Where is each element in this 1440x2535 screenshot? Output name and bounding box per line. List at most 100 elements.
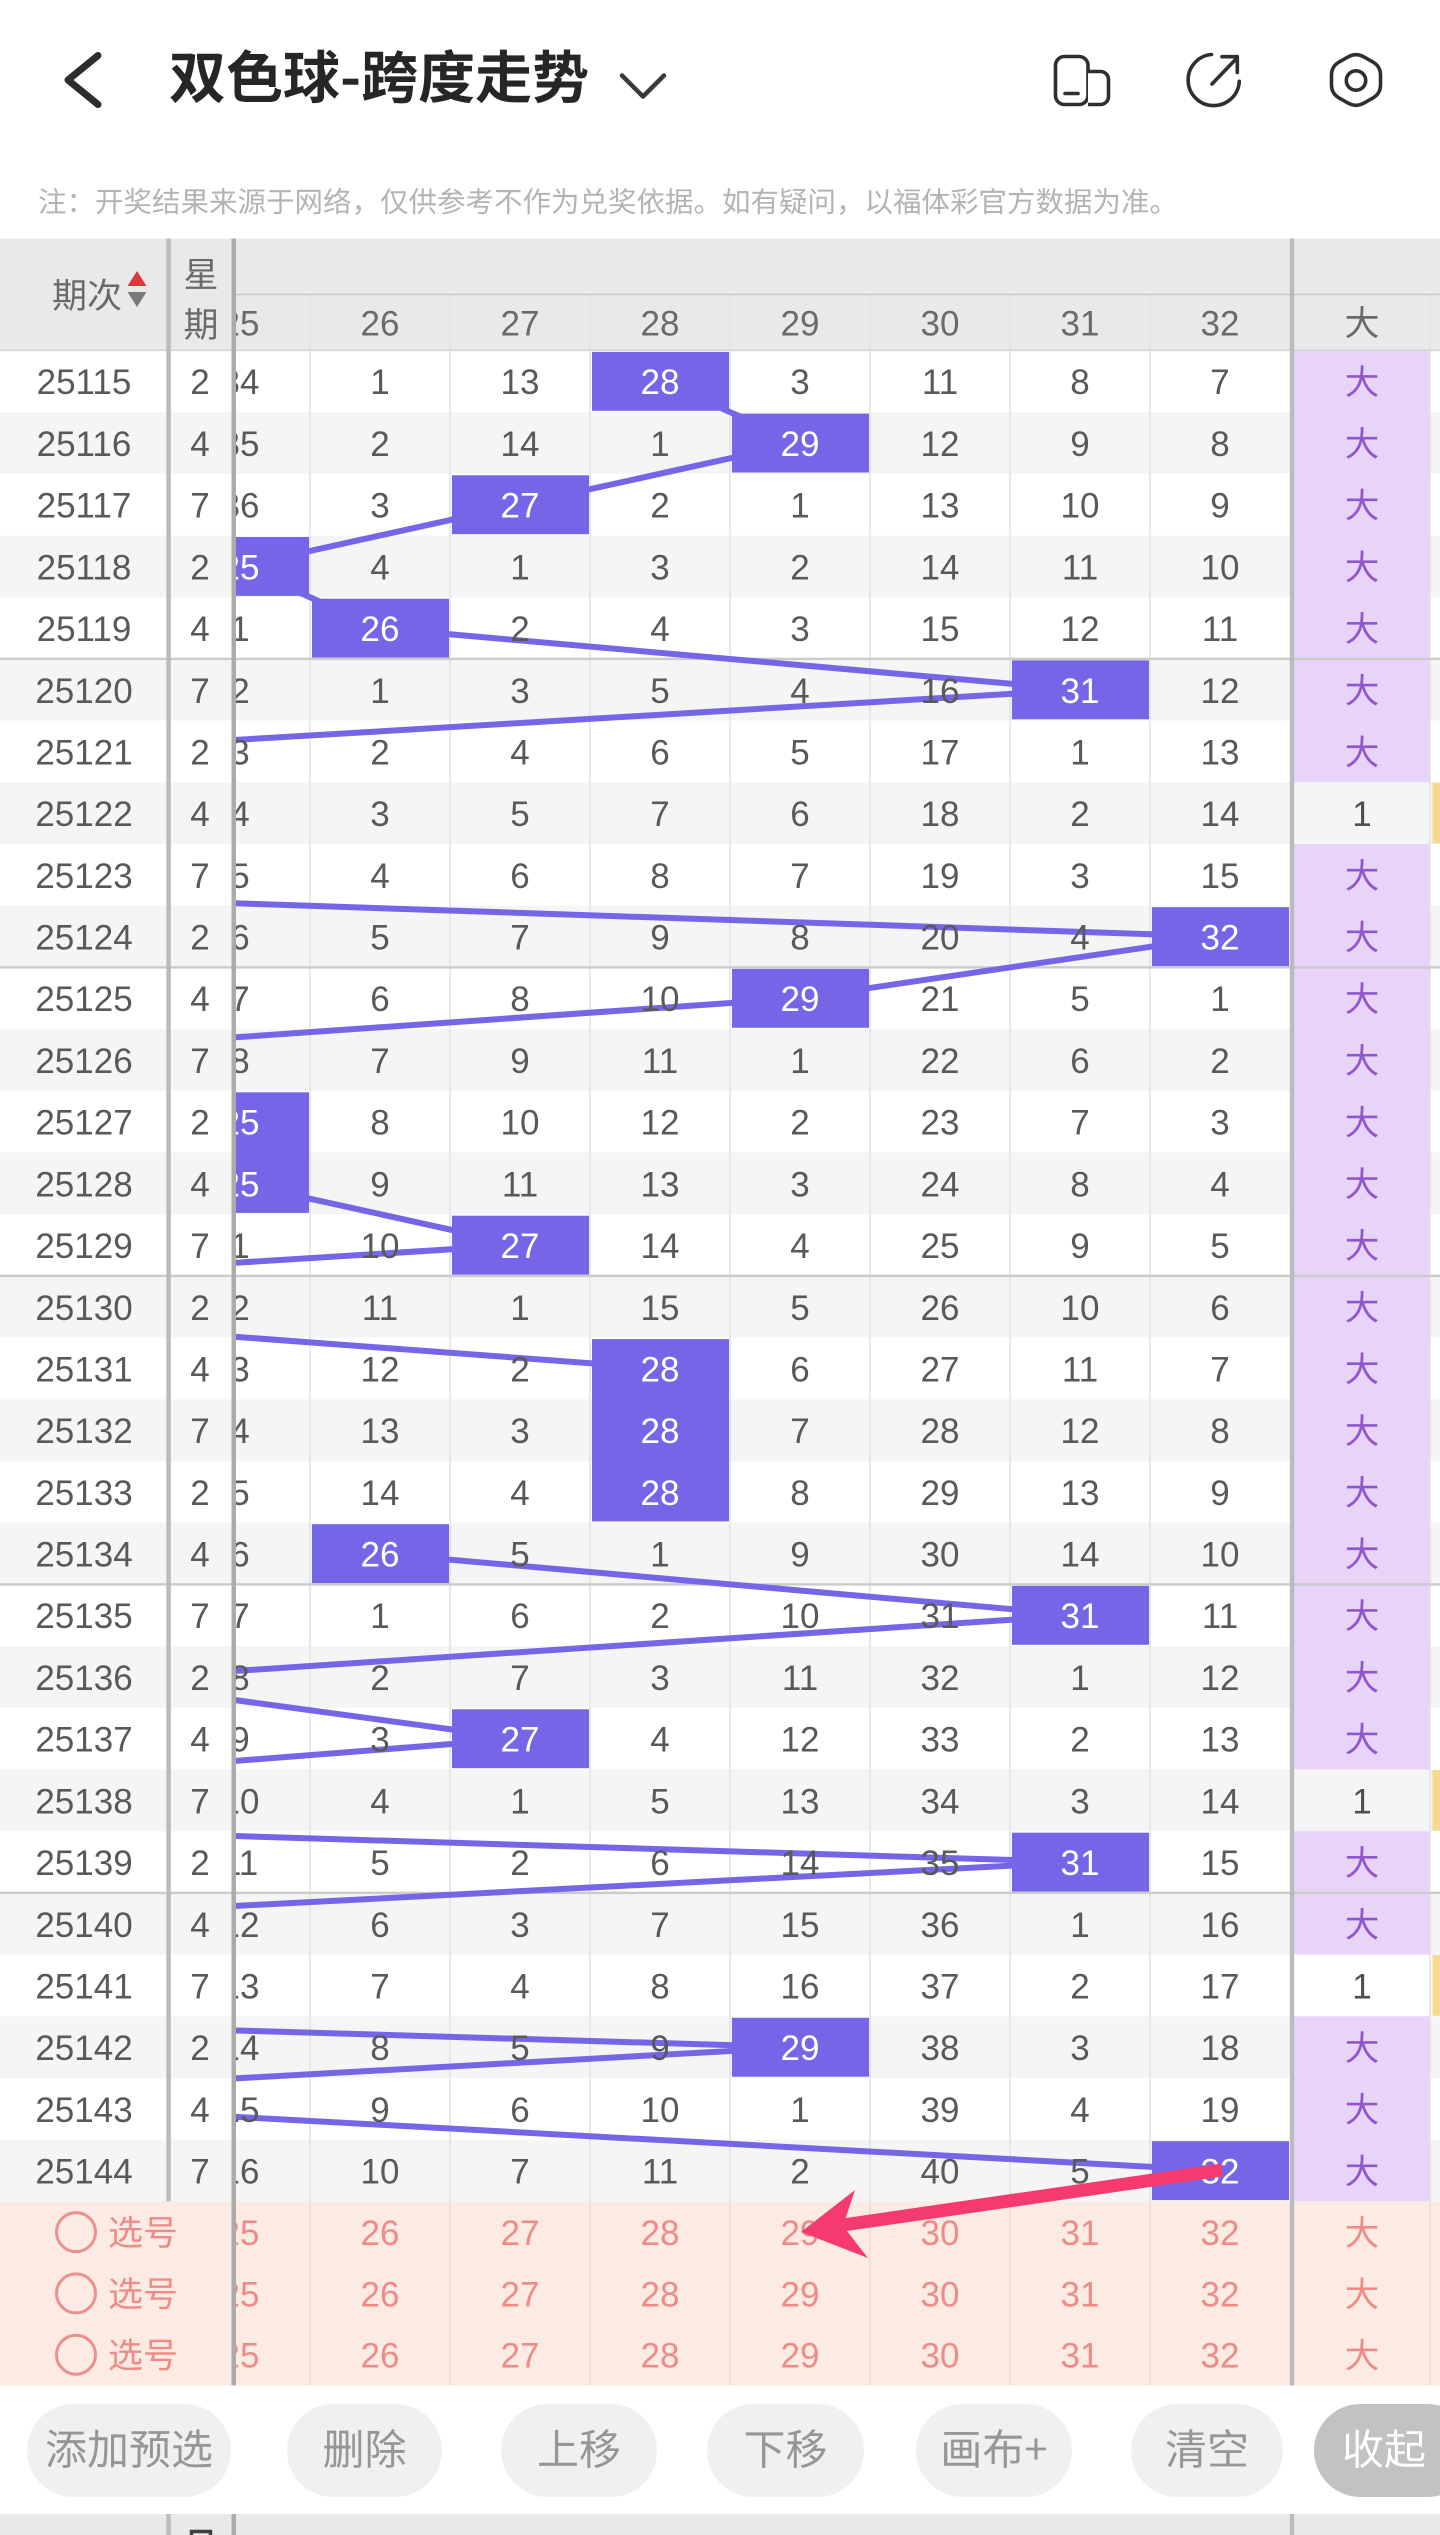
svg-text:25132: 25132 — [35, 1412, 132, 1451]
svg-text:25121: 25121 — [35, 734, 132, 773]
svg-text:7: 7 — [190, 1227, 209, 1266]
svg-text:8: 8 — [1070, 1165, 1089, 1204]
svg-text:11: 11 — [1062, 1350, 1098, 1389]
svg-text:10: 10 — [361, 2153, 400, 2192]
svg-text:11: 11 — [1062, 548, 1098, 587]
svg-text:14: 14 — [221, 2029, 260, 2068]
svg-text:10: 10 — [1061, 1289, 1100, 1328]
svg-text:27: 27 — [501, 2337, 540, 2376]
svg-text:14: 14 — [921, 548, 960, 587]
svg-text:7: 7 — [190, 672, 209, 711]
svg-text:19: 19 — [921, 857, 960, 896]
svg-text:25130: 25130 — [35, 1289, 132, 1328]
svg-text:11: 11 — [502, 1165, 538, 1204]
svg-text:2: 2 — [1070, 795, 1089, 834]
svg-text:15: 15 — [641, 1289, 680, 1328]
svg-text:15: 15 — [781, 1906, 820, 1945]
svg-text:18: 18 — [921, 795, 960, 834]
svg-text:13: 13 — [1201, 734, 1240, 773]
svg-text:4: 4 — [190, 795, 209, 834]
svg-text:30: 30 — [921, 2337, 960, 2376]
svg-text:25: 25 — [221, 2275, 260, 2314]
svg-text:4: 4 — [790, 672, 809, 711]
svg-text:27: 27 — [501, 1721, 540, 1760]
svg-text:20: 20 — [921, 919, 960, 958]
svg-text:25: 25 — [221, 2214, 260, 2253]
svg-text:32: 32 — [1201, 2275, 1240, 2314]
svg-text:3: 3 — [510, 1906, 529, 1945]
svg-text:5: 5 — [370, 1844, 389, 1883]
svg-text:3: 3 — [370, 487, 389, 526]
svg-text:22: 22 — [921, 1042, 960, 1081]
svg-text:25139: 25139 — [35, 1844, 132, 1883]
svg-text:5: 5 — [510, 2029, 529, 2068]
svg-text:12: 12 — [641, 1104, 680, 1143]
svg-text:35: 35 — [921, 1844, 960, 1883]
svg-text:1: 1 — [1210, 980, 1229, 1019]
svg-text:16: 16 — [921, 672, 960, 711]
svg-text:31: 31 — [1061, 1597, 1100, 1636]
svg-text:9: 9 — [370, 1165, 389, 1204]
svg-text:4: 4 — [1210, 1165, 1229, 1204]
svg-text:6: 6 — [790, 1350, 809, 1389]
svg-text:7: 7 — [510, 2153, 529, 2192]
svg-text:9: 9 — [650, 919, 669, 958]
svg-text:4: 4 — [370, 857, 389, 896]
svg-text:13: 13 — [221, 1967, 260, 2006]
svg-text:6: 6 — [650, 734, 669, 773]
svg-text:16: 16 — [781, 1967, 820, 2006]
svg-text:1: 1 — [370, 363, 389, 402]
svg-text:7: 7 — [230, 980, 249, 1019]
svg-text:1: 1 — [370, 672, 389, 711]
svg-text:28: 28 — [641, 2214, 680, 2253]
svg-text:36: 36 — [221, 487, 260, 526]
svg-text:3: 3 — [1070, 1782, 1089, 1821]
svg-text:13: 13 — [1201, 1721, 1240, 1760]
svg-text:25122: 25122 — [35, 795, 132, 834]
svg-text:7: 7 — [230, 1597, 249, 1636]
svg-text:25: 25 — [921, 1227, 960, 1266]
svg-text:24: 24 — [921, 1165, 960, 1204]
svg-text:4: 4 — [190, 1165, 209, 1204]
svg-text:6: 6 — [230, 1536, 249, 1575]
svg-text:6: 6 — [1070, 1042, 1089, 1081]
svg-text:4: 4 — [510, 1967, 529, 2006]
svg-text:27: 27 — [501, 487, 540, 526]
svg-text:2: 2 — [190, 1474, 209, 1513]
svg-text:8: 8 — [650, 857, 669, 896]
svg-text:25115: 25115 — [37, 363, 132, 402]
svg-text:10: 10 — [361, 1227, 400, 1266]
svg-text:30: 30 — [921, 1536, 960, 1575]
svg-text:28: 28 — [641, 2275, 680, 2314]
svg-text:5: 5 — [370, 919, 389, 958]
svg-text:8: 8 — [1210, 425, 1229, 464]
svg-text:3: 3 — [790, 1165, 809, 1204]
svg-text:25133: 25133 — [35, 1474, 132, 1513]
svg-text:29: 29 — [781, 425, 820, 464]
svg-text:19: 19 — [1201, 2091, 1240, 2130]
svg-text:25141: 25141 — [35, 1967, 132, 2006]
svg-text:6: 6 — [510, 1597, 529, 1636]
svg-text:25: 25 — [221, 304, 260, 343]
svg-text:25: 25 — [221, 1104, 260, 1143]
svg-text:2: 2 — [370, 1659, 389, 1698]
svg-text:2: 2 — [370, 734, 389, 773]
svg-text:7: 7 — [190, 1042, 209, 1081]
svg-text:13: 13 — [921, 487, 960, 526]
svg-text:3: 3 — [230, 1350, 249, 1389]
svg-text:27: 27 — [501, 2214, 540, 2253]
svg-text:16: 16 — [1201, 1906, 1240, 1945]
svg-text:1: 1 — [1352, 1782, 1371, 1821]
svg-text:28: 28 — [641, 304, 680, 343]
svg-text:17: 17 — [1201, 1967, 1240, 2006]
svg-text:32: 32 — [1201, 304, 1240, 343]
svg-text:27: 27 — [501, 2275, 540, 2314]
svg-text:25135: 25135 — [35, 1597, 132, 1636]
svg-text:9: 9 — [370, 2091, 389, 2130]
svg-text:4: 4 — [510, 734, 529, 773]
svg-text:25140: 25140 — [35, 1906, 132, 1945]
svg-text:8: 8 — [1070, 363, 1089, 402]
svg-text:3: 3 — [370, 1721, 389, 1760]
svg-text:1: 1 — [510, 1782, 529, 1821]
svg-text:25143: 25143 — [35, 2091, 132, 2130]
